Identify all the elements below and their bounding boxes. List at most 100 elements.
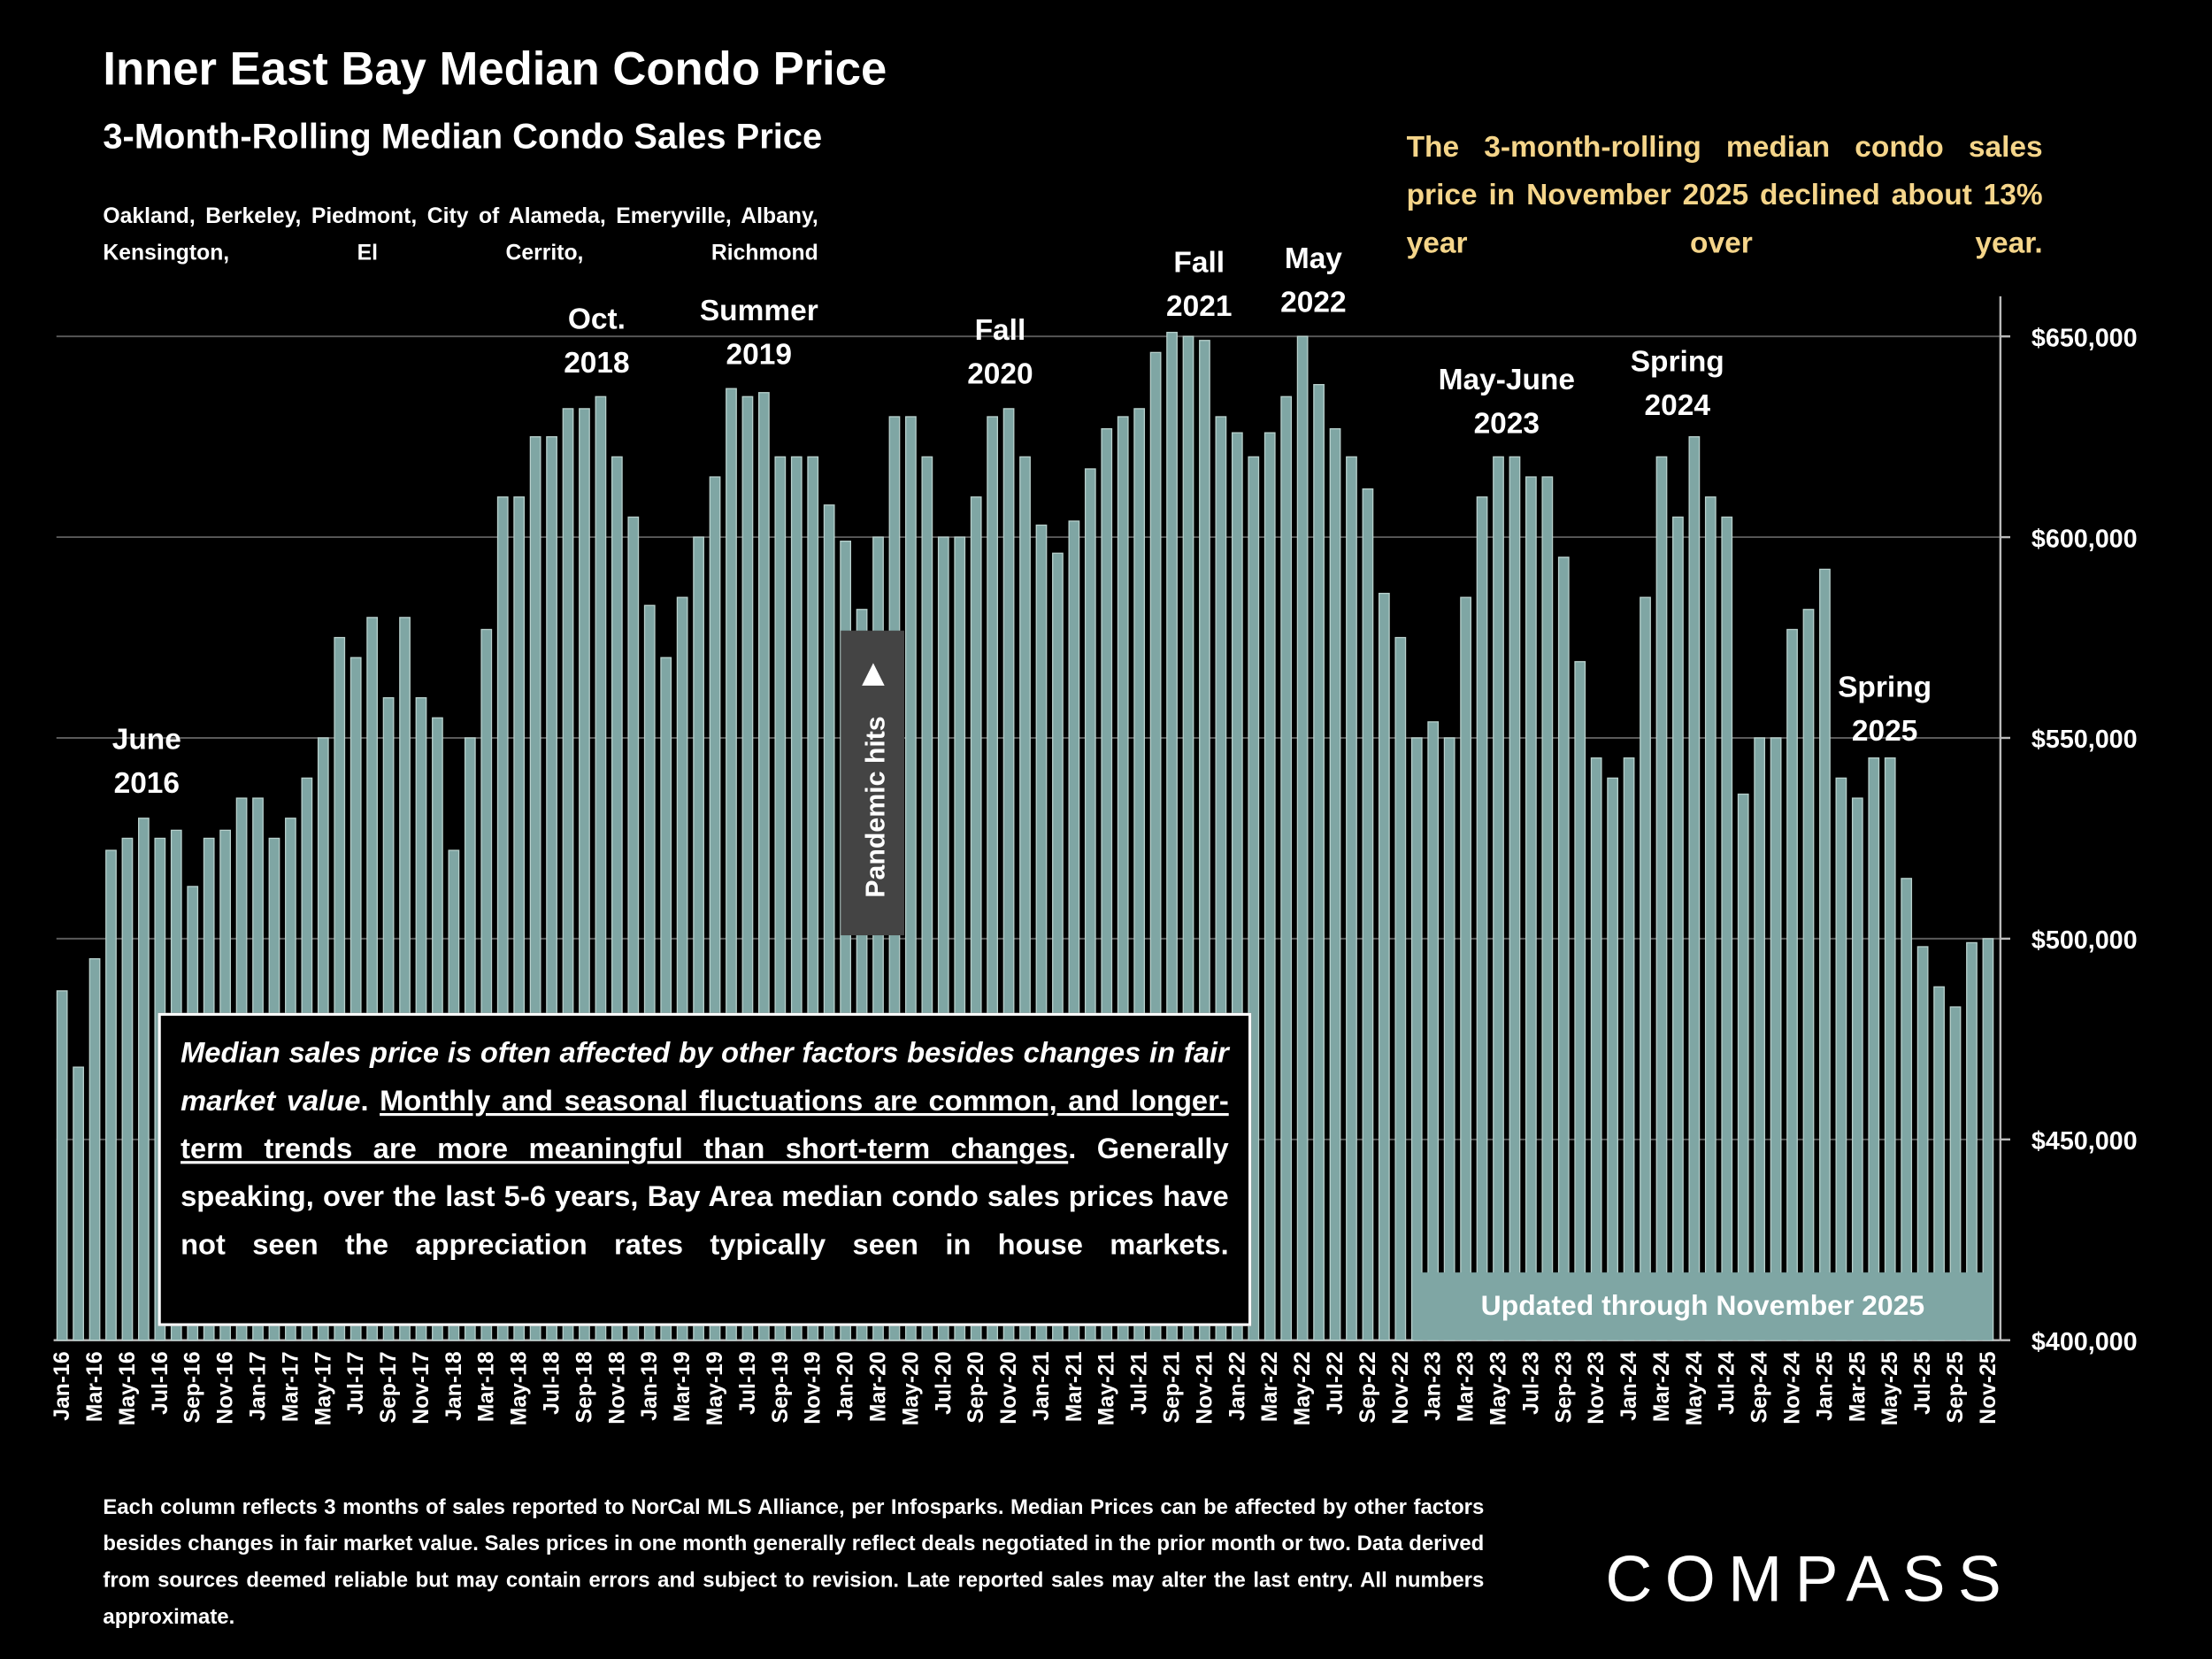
x-tick-label: Nov-16 bbox=[214, 1351, 238, 1424]
bar bbox=[1493, 456, 1504, 1341]
bar bbox=[1770, 737, 1782, 1341]
bar bbox=[1182, 335, 1194, 1341]
x-tick-label: Mar-24 bbox=[1650, 1351, 1674, 1422]
annotation: 2016 bbox=[114, 767, 180, 800]
bar bbox=[1819, 568, 1831, 1341]
x-tick-label: Mar-18 bbox=[475, 1351, 499, 1422]
bar bbox=[399, 617, 411, 1341]
annotation: Spring bbox=[1631, 345, 1724, 378]
bar bbox=[1101, 427, 1113, 1341]
x-tick-label: Jul-21 bbox=[1128, 1351, 1152, 1415]
bar bbox=[1248, 456, 1260, 1341]
bar bbox=[643, 604, 656, 1341]
x-tick-label: Mar-25 bbox=[1846, 1351, 1870, 1422]
bar bbox=[1949, 1006, 1962, 1341]
bar bbox=[480, 628, 493, 1341]
x-tick-label: Jan-17 bbox=[246, 1351, 270, 1420]
bar bbox=[1754, 737, 1766, 1341]
note-text: Median sales price is often affected by … bbox=[180, 1036, 1229, 1118]
x-tick-label: Jan-24 bbox=[1617, 1351, 1641, 1421]
bar bbox=[546, 436, 557, 1341]
bar bbox=[1901, 878, 1913, 1341]
bar bbox=[366, 617, 379, 1341]
x-tick-label: Jul-23 bbox=[1519, 1351, 1543, 1414]
y-tick-label: $400,000 bbox=[2032, 1328, 2138, 1356]
x-tick-label: Sep-16 bbox=[181, 1351, 205, 1423]
bar bbox=[1786, 628, 1798, 1341]
x-tick-label: Sep-25 bbox=[1944, 1351, 1968, 1423]
x-tick-label: May-21 bbox=[1095, 1351, 1119, 1425]
bar bbox=[660, 657, 672, 1341]
bar bbox=[1640, 596, 1651, 1341]
x-tick-label: Jul-20 bbox=[932, 1351, 956, 1414]
bar bbox=[1982, 938, 1994, 1341]
note-text: . bbox=[360, 1085, 380, 1118]
bar bbox=[1002, 408, 1015, 1341]
x-tick-label: Jul-24 bbox=[1716, 1351, 1740, 1415]
bar bbox=[1655, 456, 1668, 1341]
bar bbox=[1410, 737, 1423, 1341]
callout: The 3-month-rolling median condo sales p… bbox=[1406, 131, 2043, 260]
annotation: May-June bbox=[1439, 364, 1575, 396]
bar bbox=[1835, 777, 1847, 1341]
bar bbox=[1884, 757, 1896, 1341]
annotation: 2022 bbox=[1280, 286, 1346, 319]
bar bbox=[1851, 797, 1863, 1341]
title: Inner East Bay Median Condo Price bbox=[103, 42, 887, 95]
bar bbox=[1068, 520, 1080, 1341]
bar bbox=[774, 456, 787, 1341]
annotation: 2018 bbox=[564, 347, 629, 380]
bar bbox=[905, 416, 917, 1341]
bar bbox=[937, 536, 949, 1341]
bar bbox=[758, 392, 770, 1341]
x-tick-label: Jan-18 bbox=[442, 1351, 466, 1420]
bar bbox=[121, 837, 134, 1341]
y-tick-label: $600,000 bbox=[2032, 525, 2138, 553]
bar bbox=[1149, 351, 1162, 1341]
x-tick-label: May-24 bbox=[1683, 1351, 1707, 1425]
x-tick-label: Sep-24 bbox=[1748, 1351, 1772, 1423]
x-tick-label: May-20 bbox=[899, 1351, 923, 1425]
bar bbox=[1966, 941, 1978, 1341]
bar bbox=[709, 476, 721, 1341]
bar bbox=[1215, 416, 1227, 1341]
x-tick-label: Nov-18 bbox=[605, 1351, 629, 1424]
x-tick-label: Jan-21 bbox=[1030, 1351, 1054, 1421]
bar bbox=[676, 596, 688, 1341]
bar bbox=[1476, 496, 1488, 1341]
bar bbox=[56, 990, 68, 1341]
annotation: 2020 bbox=[967, 358, 1033, 391]
bar bbox=[1802, 609, 1815, 1341]
bar bbox=[138, 818, 150, 1341]
bar bbox=[921, 456, 933, 1341]
bar bbox=[595, 396, 607, 1341]
bar bbox=[1052, 552, 1064, 1341]
bar bbox=[1721, 516, 1733, 1341]
bar bbox=[1688, 436, 1701, 1341]
bar bbox=[513, 496, 526, 1341]
bar bbox=[1117, 416, 1129, 1341]
bar bbox=[856, 609, 868, 1341]
bar bbox=[1329, 427, 1341, 1341]
x-tick-label: Mar-21 bbox=[1063, 1351, 1087, 1422]
bar bbox=[741, 396, 754, 1341]
bar bbox=[1019, 456, 1031, 1341]
x-tick-label: Jan-16 bbox=[50, 1351, 74, 1420]
bar bbox=[1672, 516, 1684, 1341]
x-tick-label: Sep-22 bbox=[1356, 1351, 1380, 1423]
x-tick-label: Nov-21 bbox=[1193, 1351, 1217, 1425]
annotation: Oct. bbox=[568, 303, 626, 335]
bar bbox=[1574, 661, 1586, 1341]
logo: COMPASS bbox=[1605, 1541, 2015, 1616]
bar bbox=[88, 957, 101, 1341]
bar bbox=[726, 388, 737, 1341]
note-text: . Generally speaking, over the last 5-6 … bbox=[180, 1133, 1229, 1262]
bar bbox=[1263, 432, 1276, 1341]
bar bbox=[1313, 384, 1325, 1341]
annotation: 2024 bbox=[1644, 389, 1710, 422]
x-tick-label: Jan-25 bbox=[1813, 1351, 1837, 1421]
x-tick-label: Nov-23 bbox=[1585, 1351, 1609, 1424]
annotation: Fall bbox=[975, 314, 1026, 347]
x-tick-label: Jan-20 bbox=[834, 1351, 858, 1420]
x-tick-label: Nov-25 bbox=[1977, 1351, 2001, 1425]
